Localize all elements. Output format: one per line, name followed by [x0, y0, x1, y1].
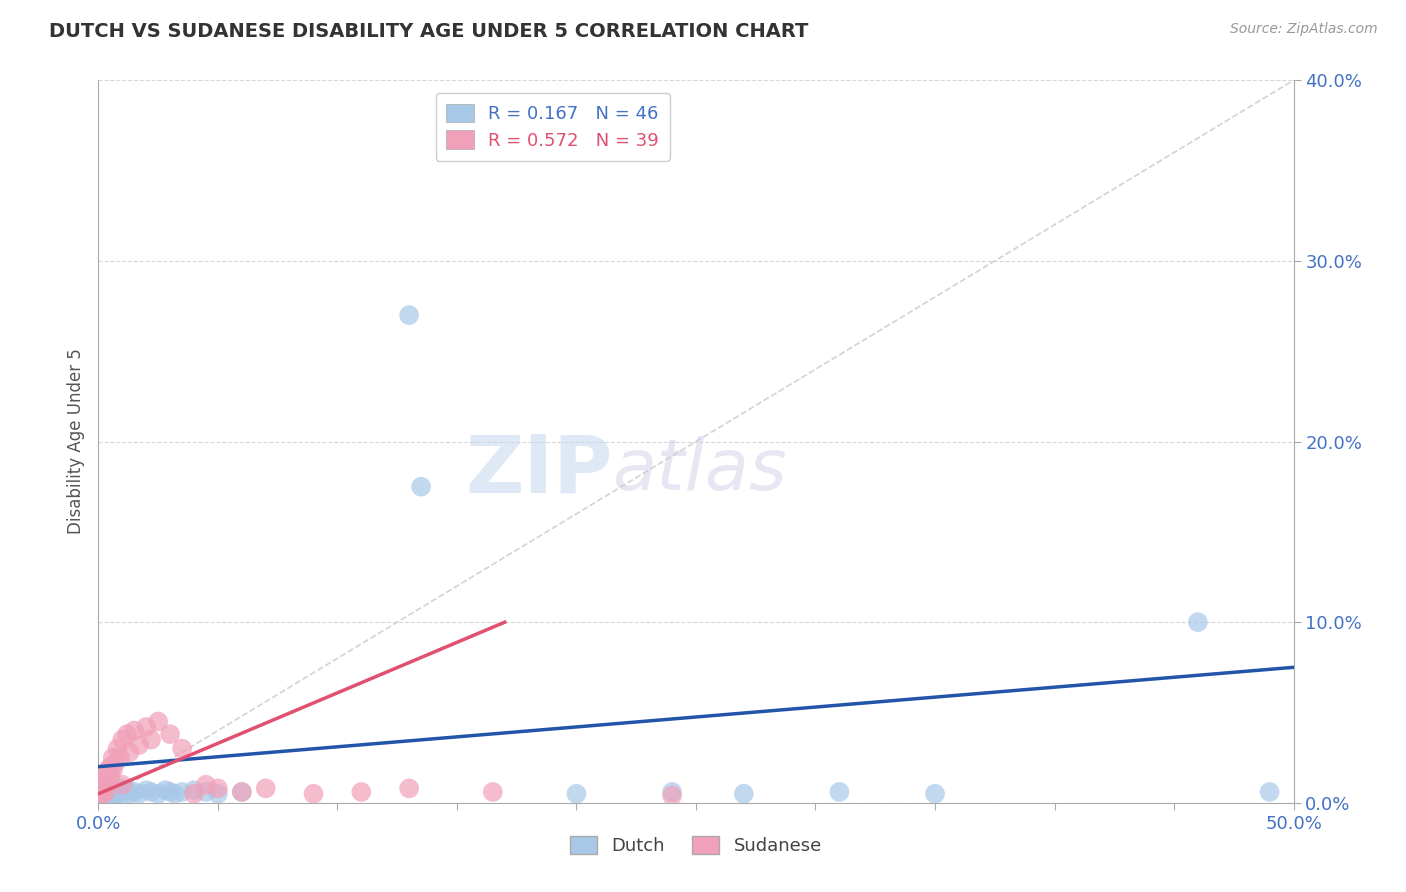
Point [183, 787, 205, 801]
Point [98, 789, 122, 803]
Point [924, 787, 946, 801]
Point [108, 785, 131, 799]
Point [148, 787, 170, 801]
Point [115, 727, 138, 741]
Point [107, 783, 129, 797]
Point [90, 778, 112, 792]
Point [94, 785, 117, 799]
Point [350, 785, 373, 799]
Point [124, 785, 146, 799]
Point [91, 781, 114, 796]
Point [124, 723, 146, 738]
Point [97, 764, 120, 778]
Point [107, 741, 129, 756]
Text: ZIP: ZIP [465, 432, 613, 509]
Point [1187, 615, 1209, 630]
Point [98, 760, 122, 774]
Point [135, 720, 157, 734]
Point [101, 787, 124, 801]
Point [108, 750, 131, 764]
Point [195, 785, 218, 799]
Point [172, 785, 194, 799]
Point [661, 789, 683, 803]
Point [254, 781, 277, 796]
Point [398, 308, 420, 322]
Point [115, 783, 138, 797]
Y-axis label: Disability Age Under 5: Disability Age Under 5 [66, 349, 84, 534]
Point [172, 741, 194, 756]
Point [159, 727, 181, 741]
Point [148, 714, 170, 729]
Point [104, 785, 127, 799]
Point [101, 764, 124, 778]
Point [98, 785, 122, 799]
Point [163, 787, 186, 801]
Point [104, 789, 127, 803]
Text: DUTCH VS SUDANESE DISABILITY AGE UNDER 5 CORRELATION CHART: DUTCH VS SUDANESE DISABILITY AGE UNDER 5… [49, 22, 808, 41]
Point [91, 790, 114, 805]
Point [90, 787, 112, 801]
Point [91, 774, 114, 789]
Point [828, 785, 851, 799]
Point [97, 787, 120, 801]
Point [661, 785, 683, 799]
Point [94, 769, 117, 783]
Point [155, 783, 177, 797]
Point [111, 778, 134, 792]
Point [91, 787, 114, 801]
Point [90, 789, 112, 803]
Point [195, 778, 218, 792]
Point [91, 781, 114, 796]
Point [118, 787, 141, 801]
Text: Source: ZipAtlas.com: Source: ZipAtlas.com [1230, 22, 1378, 37]
Point [94, 785, 117, 799]
Point [94, 789, 117, 803]
Point [207, 781, 229, 796]
Point [302, 787, 325, 801]
Point [733, 787, 755, 801]
Point [111, 781, 134, 796]
Point [231, 785, 253, 799]
Point [97, 781, 120, 796]
Point [231, 785, 253, 799]
Point [107, 787, 129, 801]
Point [411, 480, 433, 494]
Point [104, 756, 127, 770]
Point [94, 783, 117, 797]
Point [565, 787, 588, 801]
Point [101, 783, 124, 797]
Point [159, 785, 181, 799]
Legend: Dutch, Sudanese: Dutch, Sudanese [562, 829, 830, 863]
Point [94, 778, 117, 792]
Point [97, 790, 120, 805]
Point [1258, 785, 1281, 799]
Point [98, 769, 122, 783]
Point [118, 745, 141, 759]
Point [97, 774, 120, 789]
Text: atlas: atlas [613, 436, 787, 505]
Point [111, 789, 134, 803]
Point [101, 750, 124, 764]
Point [139, 732, 162, 747]
Point [183, 783, 205, 797]
Point [128, 787, 150, 801]
Point [128, 738, 150, 752]
Point [139, 785, 162, 799]
Point [207, 787, 229, 801]
Point [90, 783, 112, 797]
Point [481, 785, 505, 799]
Point [98, 780, 122, 794]
Point [135, 783, 157, 797]
Point [90, 778, 112, 792]
Point [111, 732, 134, 747]
Point [398, 781, 420, 796]
